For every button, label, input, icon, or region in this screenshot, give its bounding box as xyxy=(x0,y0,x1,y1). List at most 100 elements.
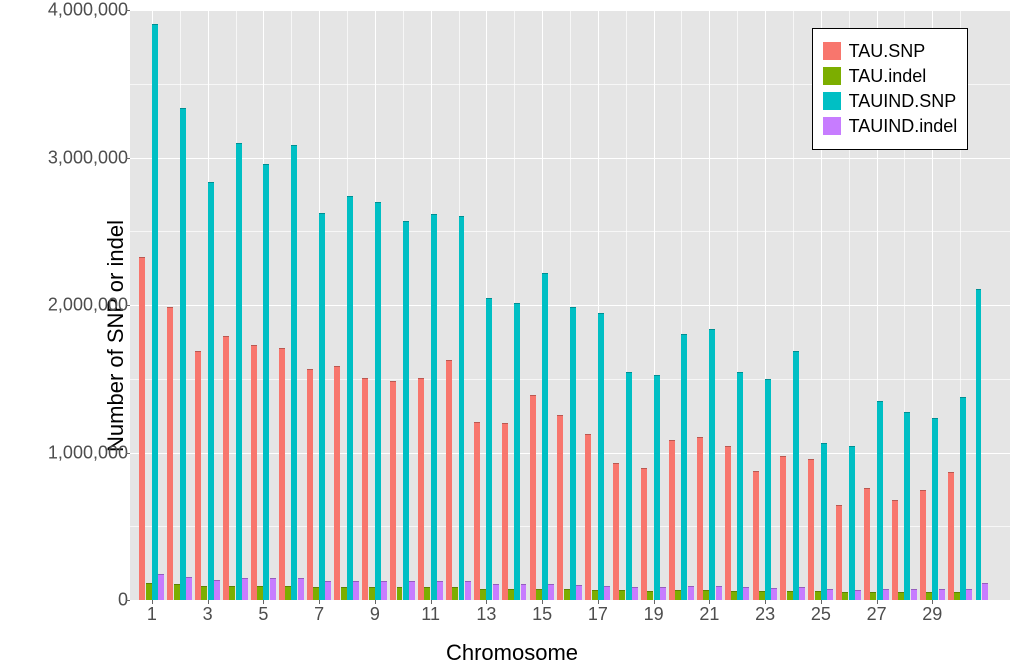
bar-TAUIND.SNP xyxy=(765,379,771,600)
legend-label: TAUIND.indel xyxy=(849,116,958,137)
bar-TAU.indel xyxy=(647,591,653,600)
bar-TAUIND.indel xyxy=(799,587,805,600)
legend-swatch xyxy=(823,67,841,85)
x-tick-label: 13 xyxy=(466,604,506,625)
x-tick-label: 19 xyxy=(634,604,674,625)
bar-TAUIND.SNP xyxy=(236,143,242,600)
bar-TAU.SNP xyxy=(613,463,619,600)
x-tick-mark xyxy=(542,600,543,604)
x-tick-mark xyxy=(654,600,655,604)
legend-label: TAUIND.SNP xyxy=(849,91,957,112)
x-tick-label: 15 xyxy=(522,604,562,625)
bar-TAU.SNP xyxy=(753,471,759,600)
bar-TAU.indel xyxy=(229,586,235,600)
x-tick-mark xyxy=(821,600,822,604)
bar-TAUIND.SNP xyxy=(514,303,520,600)
bar-TAUIND.SNP xyxy=(877,401,883,600)
x-tick-label: 21 xyxy=(689,604,729,625)
bar-TAU.SNP xyxy=(362,378,368,600)
bar-TAU.indel xyxy=(870,592,876,600)
bar-TAUIND.indel xyxy=(966,589,972,600)
bar-TAU.SNP xyxy=(780,456,786,600)
x-tick-mark xyxy=(152,600,153,604)
bar-TAU.SNP xyxy=(223,336,229,600)
x-tick-mark xyxy=(709,600,710,604)
bar-TAUIND.indel xyxy=(214,580,220,600)
bar-TAUIND.SNP xyxy=(849,446,855,600)
bar-TAU.indel xyxy=(619,590,625,600)
bar-TAU.SNP xyxy=(641,468,647,600)
x-tick-label: 7 xyxy=(299,604,339,625)
bar-extra xyxy=(976,289,982,600)
bar-extra-indel xyxy=(982,583,988,600)
bar-TAU.SNP xyxy=(948,472,954,600)
legend-swatch xyxy=(823,42,841,60)
x-tick-label: 23 xyxy=(745,604,785,625)
bar-TAU.indel xyxy=(257,586,263,600)
bar-TAU.indel xyxy=(369,587,375,600)
bar-TAUIND.indel xyxy=(493,584,499,600)
gridline-h xyxy=(130,600,1010,601)
bar-TAU.indel xyxy=(201,586,207,600)
bar-TAUIND.SNP xyxy=(960,397,966,600)
bar-TAUIND.indel xyxy=(939,589,945,600)
bar-TAU.SNP xyxy=(725,446,731,600)
bar-TAU.SNP xyxy=(836,505,842,600)
bar-TAU.indel xyxy=(926,592,932,600)
bar-TAUIND.SNP xyxy=(152,24,158,600)
y-tick-mark xyxy=(126,158,130,159)
bar-TAU.SNP xyxy=(334,366,340,600)
bar-TAU.SNP xyxy=(446,360,452,600)
bar-TAU.indel xyxy=(759,591,765,600)
x-tick-mark xyxy=(431,600,432,604)
bar-TAU.indel xyxy=(842,592,848,600)
bar-TAUIND.SNP xyxy=(375,202,381,600)
x-tick-label: 1 xyxy=(132,604,172,625)
bar-TAUIND.SNP xyxy=(681,334,687,601)
x-tick-mark xyxy=(877,600,878,604)
x-tick-mark xyxy=(598,600,599,604)
bar-TAUIND.SNP xyxy=(486,298,492,600)
legend: TAU.SNP TAU.indel TAUIND.SNP TAUIND.indel xyxy=(812,28,969,150)
bar-TAUIND.SNP xyxy=(793,351,799,600)
bar-TAUIND.indel xyxy=(325,581,331,600)
bar-TAU.indel xyxy=(898,592,904,600)
x-tick-mark xyxy=(932,600,933,604)
bar-TAUIND.SNP xyxy=(598,313,604,600)
y-tick-mark xyxy=(126,600,130,601)
bar-TAUIND.indel xyxy=(437,581,443,600)
bar-TAUIND.SNP xyxy=(570,307,576,600)
bar-TAUIND.SNP xyxy=(932,418,938,600)
x-tick-label: 29 xyxy=(912,604,952,625)
bar-TAUIND.indel xyxy=(242,578,248,600)
y-tick-label: 1,000,000 xyxy=(8,442,128,463)
bar-TAU.SNP xyxy=(251,345,257,600)
y-tick-mark xyxy=(126,453,130,454)
bar-TAUIND.indel xyxy=(911,589,917,600)
bar-TAUIND.indel xyxy=(353,581,359,600)
bar-TAUIND.indel xyxy=(604,586,610,600)
bar-TAUIND.SNP xyxy=(709,329,715,600)
bar-TAU.indel xyxy=(424,587,430,600)
bar-TAU.SNP xyxy=(418,378,424,600)
x-tick-mark xyxy=(765,600,766,604)
bar-TAU.SNP xyxy=(669,440,675,600)
legend-item: TAU.indel xyxy=(823,66,958,87)
x-tick-mark xyxy=(319,600,320,604)
bar-TAU.indel xyxy=(731,591,737,600)
bar-TAU.SNP xyxy=(585,434,591,600)
bar-TAU.SNP xyxy=(279,348,285,600)
bar-TAU.indel xyxy=(675,590,681,600)
bar-TAUIND.SNP xyxy=(263,164,269,600)
x-tick-label: 5 xyxy=(243,604,283,625)
bar-TAUIND.SNP xyxy=(654,375,660,600)
bar-TAUIND.SNP xyxy=(431,214,437,600)
bar-TAUIND.indel xyxy=(409,581,415,600)
bar-TAUIND.indel xyxy=(716,586,722,600)
y-tick-mark xyxy=(126,10,130,11)
legend-item: TAU.SNP xyxy=(823,41,958,62)
bar-TAUIND.indel xyxy=(465,581,471,600)
bar-TAU.indel xyxy=(787,591,793,600)
bar-TAU.indel xyxy=(452,587,458,600)
bar-TAU.indel xyxy=(480,589,486,600)
